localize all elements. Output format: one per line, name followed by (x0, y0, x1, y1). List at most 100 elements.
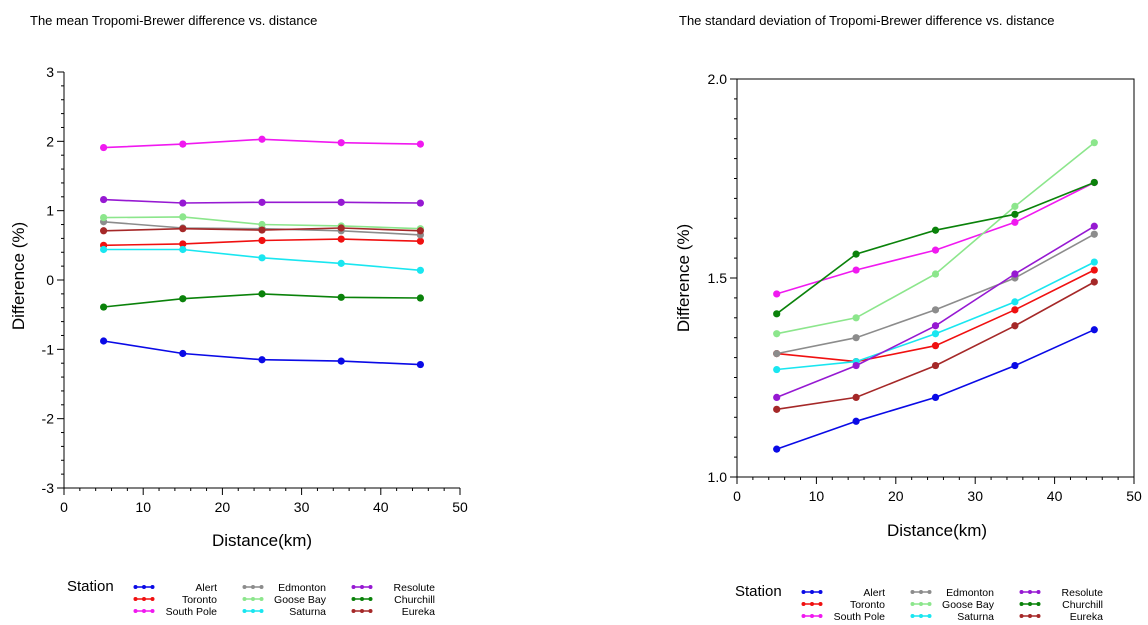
legend-title: Station (735, 583, 782, 600)
data-point (100, 337, 108, 345)
legend-label: Goose Bay (942, 599, 995, 611)
chart-title: The mean Tropomi-Brewer difference vs. d… (30, 13, 317, 28)
x-tick-label: 40 (1047, 488, 1063, 504)
legend-item: Churchill (1019, 599, 1103, 611)
legend-swatch-dot (919, 590, 923, 594)
data-point (258, 290, 266, 298)
legend-swatch-dot (351, 597, 356, 601)
legend-item: Goose Bay (910, 599, 995, 611)
x-tick-label: 0 (60, 499, 68, 515)
data-point (100, 214, 108, 222)
legend-swatch-dot (1036, 602, 1041, 606)
y-tick-label: 0 (46, 272, 54, 288)
legend-item: Resolute (1019, 587, 1104, 599)
data-point (258, 198, 266, 206)
data-point (852, 266, 860, 274)
data-point (1090, 266, 1098, 274)
legend-swatch-dot (927, 590, 932, 594)
legend-swatch-dot (351, 585, 356, 589)
data-point (337, 198, 345, 206)
data-point (100, 303, 108, 311)
data-point (337, 357, 345, 365)
legend-item: Alert (133, 582, 217, 594)
y-tick-label: -3 (42, 480, 55, 496)
data-point (1011, 322, 1019, 330)
data-point (179, 140, 187, 148)
legend-item: Resolute (351, 582, 435, 594)
data-point (1090, 139, 1098, 147)
x-tick-label: 50 (1126, 488, 1142, 504)
legend-swatch-dot (142, 597, 146, 601)
data-point (852, 393, 860, 401)
legend-swatch-dot (910, 614, 915, 618)
x-tick-label: 40 (373, 499, 389, 515)
y-tick-label: 1.0 (708, 469, 728, 485)
data-point (1011, 298, 1019, 306)
legend-swatch-dot (251, 609, 255, 613)
legend-swatch-dot (259, 609, 264, 613)
data-point (1011, 218, 1019, 226)
data-point (416, 199, 424, 207)
legend-swatch-dot (133, 609, 138, 613)
data-point (416, 140, 424, 148)
legend-swatch-dot (818, 590, 823, 594)
data-point (773, 445, 781, 453)
legend-swatch-dot (1019, 614, 1024, 618)
data-point (416, 227, 424, 235)
legend-swatch-dot (360, 585, 364, 589)
legend-swatch-dot (1028, 590, 1032, 594)
legend-swatch-dot (801, 602, 806, 606)
data-point (773, 330, 781, 338)
legend-swatch-dot (150, 597, 155, 601)
legend-swatch-dot (1019, 590, 1024, 594)
data-point (337, 235, 345, 243)
legend-swatch-dot (1036, 614, 1041, 618)
data-point (1090, 222, 1098, 230)
data-point (852, 250, 860, 258)
y-tick-label: 1.5 (708, 270, 728, 286)
data-point (1011, 210, 1019, 218)
x-tick-label: 50 (452, 499, 468, 515)
legend-swatch-dot (810, 602, 814, 606)
legend-swatch-dot (150, 585, 155, 589)
legend-swatch-dot (810, 614, 814, 618)
data-point (179, 199, 187, 207)
legend-label: Alert (863, 587, 885, 599)
data-point (258, 226, 266, 234)
x-tick-label: 20 (888, 488, 904, 504)
legend-swatch-dot (910, 602, 915, 606)
legend-item: Goose Bay (242, 594, 327, 606)
legend-label: South Pole (166, 606, 218, 618)
data-point (337, 139, 345, 147)
std-difference-chart: The standard deviation of Tropomi-Brewer… (674, 13, 1142, 623)
data-point (773, 350, 781, 358)
x-tick-label: 30 (294, 499, 310, 515)
legend-swatch-dot (133, 585, 138, 589)
data-point (931, 270, 940, 278)
legend-item: Edmonton (910, 587, 994, 599)
data-point (258, 254, 266, 262)
y-tick-label: 3 (46, 64, 54, 80)
data-point (931, 361, 940, 370)
legend-item: Churchill (351, 594, 435, 606)
legend-label: Resolute (1062, 587, 1104, 599)
data-point (416, 360, 424, 369)
legend-swatch-dot (818, 602, 823, 606)
legend-swatch-dot (368, 585, 373, 589)
x-tick-label: 20 (215, 499, 231, 515)
data-point (931, 342, 940, 350)
data-point (931, 393, 940, 401)
data-point (100, 143, 108, 152)
legend-title: Station (67, 578, 114, 595)
legend-swatch-dot (259, 597, 264, 601)
legend-swatch-dot (251, 597, 255, 601)
data-point (179, 240, 187, 248)
legend-label: Goose Bay (274, 594, 327, 606)
x-tick-label: 10 (809, 488, 825, 504)
data-point (931, 226, 940, 234)
legend-label: Alert (195, 582, 217, 594)
data-point (931, 306, 940, 314)
